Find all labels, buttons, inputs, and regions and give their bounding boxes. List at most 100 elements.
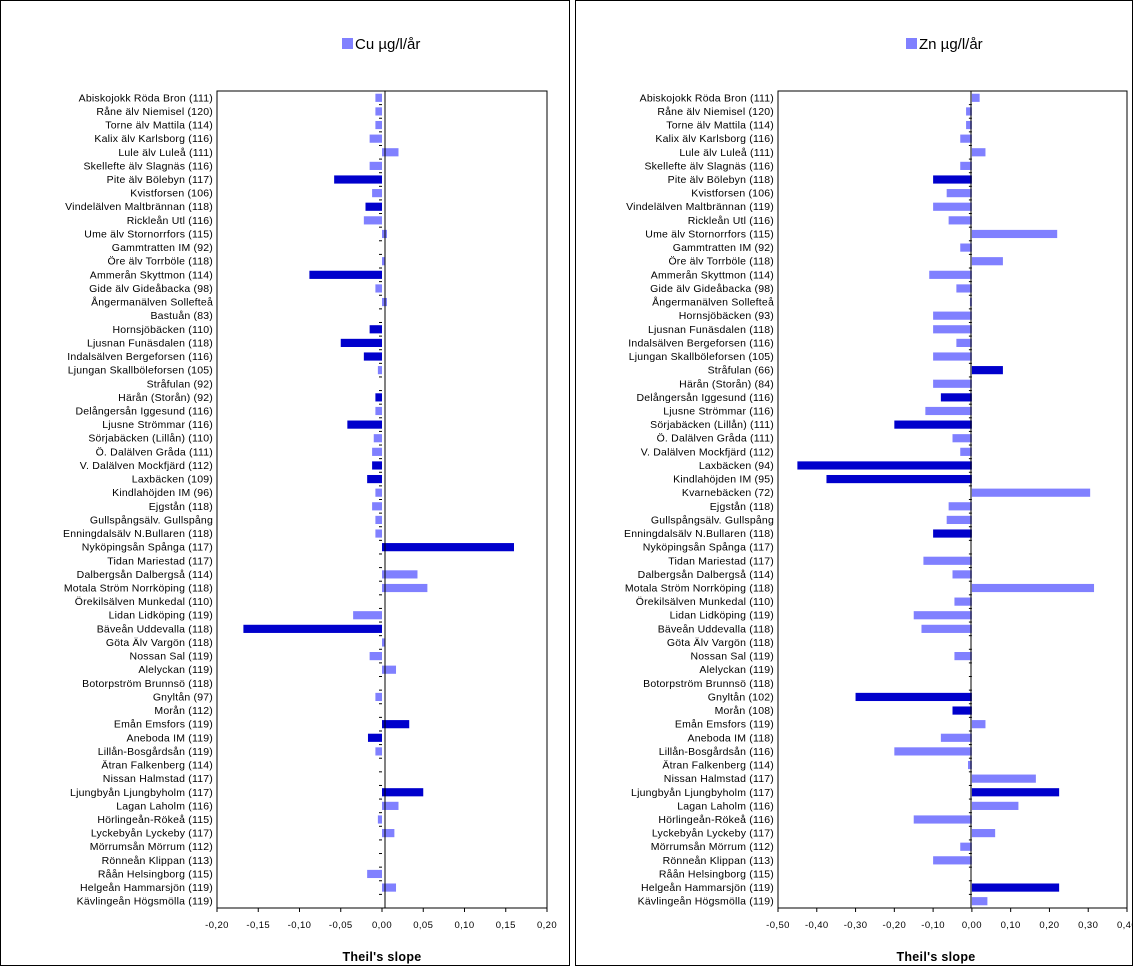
- zn-bar: [933, 352, 972, 361]
- cu-bar: [375, 406, 382, 416]
- zn-category-label: Ejgstån (118): [710, 501, 774, 513]
- zn-category-label: Lagan Laholm (116): [677, 800, 774, 812]
- cu-category-label: Enningdalsälv N.Bullaren (118): [63, 528, 213, 540]
- cu-category-label: Pite älv Bölebyn (117): [107, 174, 213, 186]
- zn-category-label: Ångermanälven Sollefteå: [652, 296, 774, 309]
- zn-bar: [971, 148, 986, 157]
- zn-category-label: Nossan Sal (119): [690, 651, 774, 663]
- cu-bar: [375, 529, 382, 538]
- zn-x-tick-label: -0,10: [921, 920, 945, 931]
- zn-bar: [971, 774, 1036, 783]
- cu-category-label: Gullspångsälv. Gullspång: [90, 514, 213, 526]
- cu-category-label: Ljusnan Funäsdalen (118): [87, 337, 213, 349]
- cu-x-tick-label: -0,05: [329, 920, 353, 931]
- cu-legend-swatch: [342, 38, 353, 49]
- zn-category-label: Kävlingeån Högsmölla (119): [638, 896, 774, 908]
- cu-category-label: Örekilsälven Munkedal (110): [75, 596, 213, 608]
- cu-category-label: Helgeån Hammarsjön (119): [80, 882, 213, 894]
- zn-legend-label: Zn µg/l/år: [919, 36, 983, 53]
- cu-bar: [375, 393, 382, 402]
- zn-bar: [960, 134, 972, 143]
- zn-category-label: Vindelälven Maltbrännan (119): [626, 201, 774, 213]
- zn-bar: [913, 611, 972, 620]
- zn-category-label: Abiskojokk Röda Bron (111): [640, 92, 774, 104]
- cu-category-label: Mörrumsån Mörrum (112): [90, 841, 213, 853]
- cu-category-label: Ätran Falkenberg (114): [101, 760, 213, 772]
- cu-bar: [375, 747, 382, 756]
- cu-category-label: Ljusne Strömmar (116): [102, 419, 213, 431]
- zn-bar: [946, 515, 972, 525]
- cu-bar: [243, 624, 382, 633]
- zn-bar: [948, 216, 972, 225]
- cu-category-label: Göta Älv Vargön (118): [106, 637, 213, 649]
- cu-bar: [363, 216, 382, 225]
- cu-category-label: Abiskojokk Röda Bron (111): [79, 92, 213, 104]
- zn-bar: [968, 760, 972, 770]
- zn-bar: [797, 461, 972, 470]
- zn-category-label: Mörrumsån Mörrum (112): [651, 841, 774, 853]
- zn-bar: [954, 652, 972, 661]
- zn-category-label: Ammerån Skyttmon (114): [651, 269, 774, 281]
- cu-bar: [375, 120, 382, 130]
- zn-bar: [933, 379, 972, 388]
- cu-category-label: Delångersån Iggesund (116): [75, 405, 213, 417]
- zn-bar: [971, 583, 1095, 593]
- zn-bar: [952, 570, 972, 579]
- zn-bar: [952, 434, 972, 443]
- zn-bar: [826, 474, 972, 484]
- zn-x-tick-label: 0,40: [1117, 920, 1133, 931]
- cu-category-label: Botorpström Brunnsö (118): [82, 678, 213, 690]
- cu-category-label: Rönneån Klippan (113): [102, 855, 213, 867]
- zn-bar: [933, 529, 972, 538]
- zn-bar: [960, 842, 972, 851]
- cu-bar: [375, 515, 382, 525]
- cu-category-label: Gammtratten IM (92): [112, 242, 213, 254]
- cu-category-label: Öre älv Torrböle (118): [107, 256, 213, 268]
- zn-bar: [933, 202, 972, 211]
- cu-legend-label: Cu µg/l/år: [355, 36, 420, 53]
- zn-bar: [971, 93, 980, 102]
- zn-bar: [971, 720, 986, 729]
- cu-category-label: Nossan Sal (119): [129, 651, 213, 663]
- zn-category-label: Sörjabäcken (Lillån) (111): [650, 419, 774, 431]
- zn-bar: [971, 788, 1060, 797]
- zn-category-label: Öre älv Torrböle (118): [668, 256, 774, 268]
- zn-x-tick-label: -0,30: [844, 920, 868, 931]
- cu-bar: [365, 202, 382, 211]
- cu-bar: [382, 829, 395, 838]
- cu-category-label: Gnyltån (97): [153, 691, 213, 703]
- cu-bar: [377, 366, 382, 375]
- cu-category-label: Morån (112): [154, 705, 213, 717]
- zn-bar: [966, 120, 972, 130]
- cu-x-tick-label: -0,10: [288, 920, 312, 931]
- cu-x-tick-label: -0,15: [246, 920, 270, 931]
- zn-plot-area: [777, 90, 1128, 909]
- cu-category-label: Skellefte älv Slagnäs (116): [83, 160, 213, 172]
- zn-bar: [921, 624, 972, 633]
- zn-bar: [954, 597, 972, 606]
- cu-category-label: Emån Emsfors (119): [114, 719, 213, 731]
- zn-bar: [948, 502, 972, 511]
- cu-bar: [382, 297, 387, 307]
- cu-category-label: Kindlahöjden IM (96): [112, 487, 213, 499]
- cu-category-label: Dalbergsån Dalbergså (114): [77, 569, 213, 581]
- cu-x-tick-label: 0,10: [454, 920, 474, 931]
- zn-category-label: Nissan Halmstad (117): [664, 773, 774, 785]
- cu-bar: [382, 257, 385, 266]
- cu-category-label: Stråfulan (92): [147, 378, 213, 390]
- zn-bar: [971, 897, 988, 906]
- cu-bar: [382, 720, 410, 729]
- cu-bar: [375, 488, 382, 497]
- zn-bar: [894, 420, 972, 429]
- cu-category-label: Aneboda IM (119): [127, 732, 213, 744]
- cu-category-label: Lagan Laholm (116): [116, 800, 213, 812]
- zn-category-label: Helgeån Hammarsjön (119): [641, 882, 774, 894]
- zn-bar: [956, 338, 972, 347]
- cu-bar: [382, 801, 399, 810]
- zn-category-label: Lule älv Luleå (111): [679, 147, 774, 159]
- cu-category-label: Alelyckan (119): [138, 664, 213, 676]
- zn-category-label: Stråfulan (66): [708, 365, 774, 377]
- zn-bar: [971, 488, 1091, 497]
- zn-bar: [971, 801, 1019, 810]
- zn-category-label: Delångersån Iggesund (116): [636, 392, 774, 404]
